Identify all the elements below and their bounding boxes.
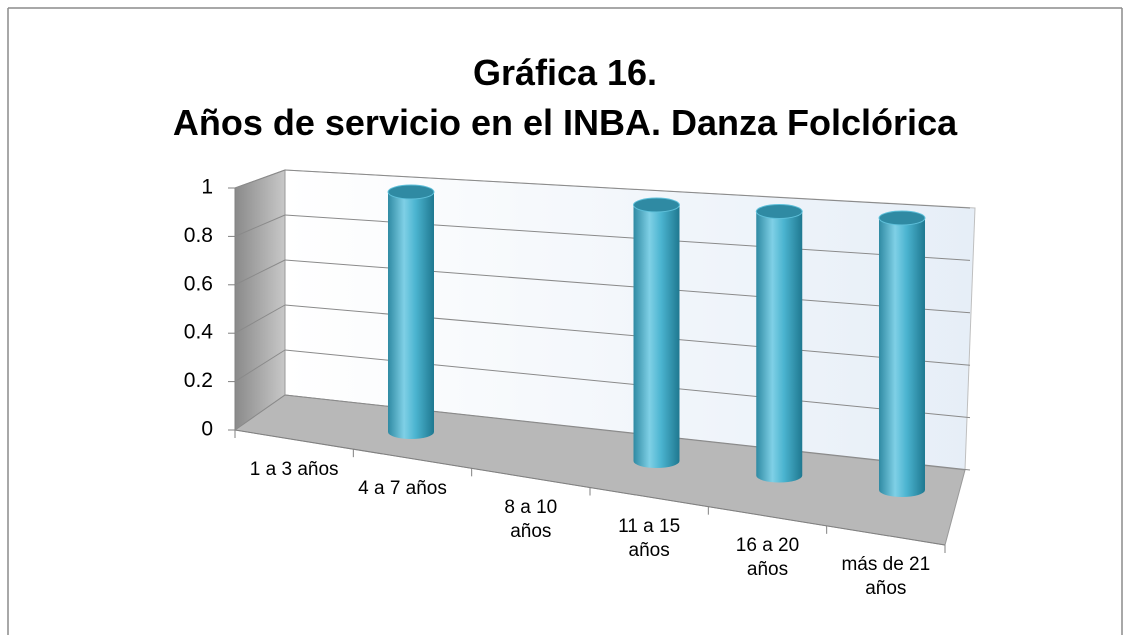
cylinder-top bbox=[755, 204, 803, 219]
cylinder-body bbox=[756, 211, 803, 483]
x-tick-label: 1 a 3 años bbox=[249, 458, 339, 480]
y-tick-label: 0 bbox=[201, 418, 213, 441]
bar bbox=[878, 210, 926, 497]
y-tick-label: 0.2 bbox=[184, 369, 213, 392]
x-tick-label: 11 a 15 años bbox=[618, 516, 681, 562]
grid-line bbox=[234, 169, 286, 189]
bar bbox=[755, 204, 803, 483]
grid-line bbox=[284, 169, 971, 209]
cylinder-body bbox=[633, 205, 680, 469]
cylinder-top bbox=[387, 184, 435, 200]
grid-line bbox=[234, 259, 286, 286]
x-tick-label: 16 a 20 años bbox=[735, 535, 800, 581]
side-wall bbox=[234, 169, 286, 431]
x-tick-label: más de 21 años bbox=[841, 554, 931, 600]
y-tick-label: 0.8 bbox=[184, 224, 213, 247]
cylinder-body bbox=[388, 192, 434, 439]
x-tick-label: 8 a 10 años bbox=[504, 496, 558, 542]
y-tick-label: 0.4 bbox=[184, 321, 214, 344]
x-tick-label: 4 a 7 años bbox=[358, 477, 447, 499]
cylinder-top bbox=[878, 210, 926, 226]
grid-line bbox=[234, 394, 286, 431]
bar bbox=[633, 197, 680, 469]
cylinder-body bbox=[879, 218, 925, 497]
grid-line bbox=[234, 214, 286, 237]
grid-line bbox=[234, 349, 286, 383]
cylinder-top bbox=[633, 197, 680, 213]
chart-title: Gráfica 16. Años de servicio en el INBA. … bbox=[173, 52, 958, 143]
bar bbox=[387, 184, 435, 439]
grid-line bbox=[234, 304, 286, 334]
y-tick-label: 0.6 bbox=[184, 272, 213, 295]
y-tick-label: 1 bbox=[201, 176, 213, 199]
